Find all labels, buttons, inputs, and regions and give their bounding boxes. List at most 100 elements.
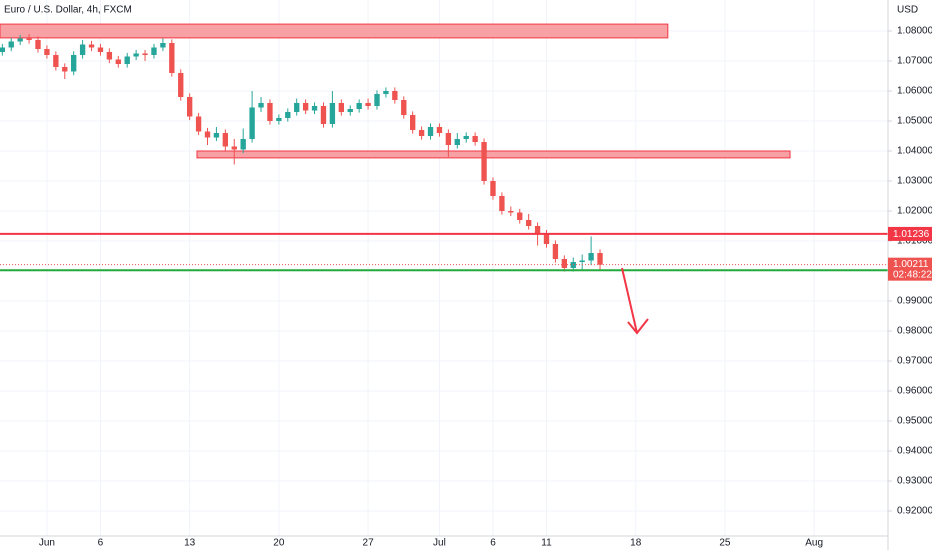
candle-body <box>79 44 86 55</box>
candle-body <box>418 129 425 136</box>
candle-body <box>365 102 371 106</box>
candle-body <box>294 102 300 112</box>
last-price-label: 1.00211 <box>893 259 929 270</box>
candle-body <box>436 126 443 133</box>
x-tick-label: Jul <box>433 538 446 549</box>
candle-body <box>285 111 291 118</box>
candle-body <box>392 90 398 100</box>
x-tick-label: 27 <box>363 538 375 549</box>
level-label-box <box>888 226 932 241</box>
candle-body <box>347 108 353 112</box>
candle-body <box>204 131 211 138</box>
candle-body <box>258 102 264 108</box>
candle-body <box>26 38 32 40</box>
candle-body <box>71 54 77 72</box>
candle-body <box>383 90 389 94</box>
x-tick-label: 13 <box>184 538 196 549</box>
candle-body <box>17 38 23 42</box>
y-tick-label: 1.07000 <box>897 56 932 67</box>
candle-body <box>588 252 594 261</box>
x-tick-label: 11 <box>541 538 552 549</box>
candle-body <box>169 42 175 73</box>
x-tick-label: 18 <box>630 538 642 549</box>
candle-body <box>543 233 550 244</box>
plot-area <box>0 23 888 272</box>
candle-body <box>427 126 434 136</box>
axes: 1.08000 1.07000 1.06000 1.05000 1.04000 1.030… <box>39 26 932 549</box>
candle-body <box>213 132 220 138</box>
y-tick-label: 1.06000 <box>897 86 932 97</box>
candle-body <box>124 56 130 64</box>
candle-body <box>151 47 157 55</box>
candle-body <box>338 102 344 112</box>
candle-body <box>106 51 113 60</box>
y-tick-label: 0.94000 <box>897 446 932 457</box>
candle-body <box>508 210 514 213</box>
y-tick-label: 1.05000 <box>897 116 932 127</box>
currency-label: USD <box>897 5 918 16</box>
y-tick-label: 0.97000 <box>897 356 932 367</box>
candle-body <box>463 135 469 139</box>
x-tick-label: 6 <box>98 538 104 549</box>
candle-body <box>195 116 202 132</box>
candle-body <box>302 102 309 111</box>
candle-body <box>133 53 139 57</box>
candle-body <box>490 180 496 196</box>
candle-body <box>561 258 568 268</box>
chart-title: Euro / U.S. Dollar, 4h, FXCM <box>4 5 132 16</box>
resistance-zone <box>196 150 791 159</box>
candle-body <box>0 47 5 52</box>
candle-body <box>454 138 460 145</box>
candle-body <box>472 135 478 142</box>
y-tick-label: 0.98000 <box>897 326 932 337</box>
candle-body <box>517 212 523 220</box>
y-tick-label: 1.08000 <box>897 26 932 37</box>
candle-body <box>97 47 104 52</box>
y-tick-label: 1.04000 <box>897 146 932 157</box>
candle-body <box>35 39 41 49</box>
candle-body <box>249 107 255 139</box>
candle-body <box>401 99 407 115</box>
x-tick-label: 20 <box>273 538 285 549</box>
candle-body <box>579 260 585 262</box>
candle-body <box>267 102 273 121</box>
candle-body <box>53 54 59 67</box>
candle-body <box>499 195 505 211</box>
resistance-zone <box>0 23 669 39</box>
y-tick-label: 1.02000 <box>897 206 932 217</box>
candle-body <box>481 141 487 181</box>
candle-body <box>186 96 193 117</box>
candle-body <box>311 105 318 111</box>
y-tick-label: 0.92000 <box>897 506 932 517</box>
x-tick-label: Aug <box>805 538 823 549</box>
candle-body <box>142 53 148 55</box>
y-tick-label: 1.03000 <box>897 176 932 187</box>
candle-body <box>329 102 336 124</box>
candle-body <box>222 132 229 147</box>
grid <box>0 0 888 536</box>
y-tick-label: 1.01000 <box>897 236 932 247</box>
y-tick-label: 0.95000 <box>897 416 932 427</box>
candle-body <box>534 225 541 234</box>
candle-body <box>88 44 95 48</box>
candle-body <box>320 105 327 124</box>
candle-body <box>552 243 559 259</box>
candle-body <box>597 252 603 265</box>
candle-body <box>410 114 416 130</box>
candle-body <box>44 48 50 55</box>
candle-body <box>356 102 362 109</box>
candle-body <box>8 41 14 48</box>
last-price-box <box>888 257 932 281</box>
candle-body <box>525 219 532 226</box>
y-tick-label: 0.99000 <box>897 296 932 307</box>
candle-body <box>62 66 68 72</box>
candle-body <box>178 72 184 97</box>
candle-body <box>115 59 121 64</box>
arrow <box>621 267 649 335</box>
candle-body <box>240 138 246 150</box>
y-tick-label: 0.93000 <box>897 476 932 487</box>
level-label: 1.01236 <box>893 229 930 240</box>
